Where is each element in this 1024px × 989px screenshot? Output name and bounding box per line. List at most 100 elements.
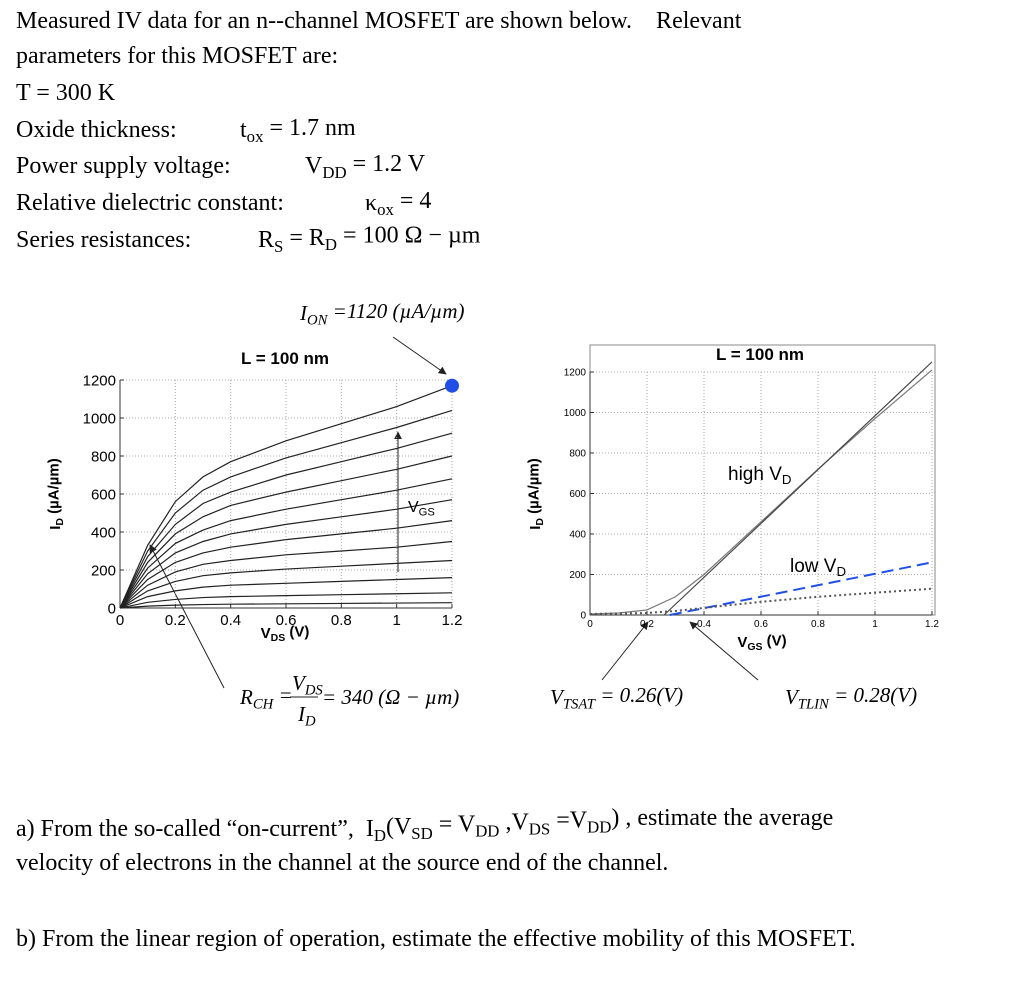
text-run: κ bbox=[365, 190, 377, 216]
subscript: TLIN bbox=[798, 696, 830, 712]
text-run: t bbox=[240, 117, 247, 143]
annotation: VDS bbox=[292, 671, 323, 698]
data-line bbox=[119, 592, 453, 609]
text-run: ,V bbox=[499, 810, 529, 836]
x-tick-label: 0.6 bbox=[276, 612, 297, 629]
x-tick-label: 1.2 bbox=[925, 619, 939, 630]
x-tick-label: 1 bbox=[872, 619, 878, 630]
data-line bbox=[589, 587, 933, 615]
text-run: = 0.26(V) bbox=[595, 683, 683, 707]
annotation: = 340 (Ω − µm) bbox=[322, 685, 459, 709]
data-line bbox=[119, 540, 453, 609]
question-line: velocity of electrons in the channel at … bbox=[16, 850, 668, 876]
text-run: = 1.2 V bbox=[347, 151, 426, 177]
subscript: D bbox=[374, 826, 386, 845]
subscript: GS bbox=[747, 641, 762, 653]
y-axis-label: ID (µA/µm) bbox=[46, 458, 67, 530]
annotation: low VD bbox=[790, 556, 846, 579]
data-line bbox=[119, 559, 453, 609]
text-run: T = 300 K bbox=[16, 80, 116, 106]
subscript: DS bbox=[529, 820, 550, 839]
x-tick-label: 0.8 bbox=[811, 619, 825, 630]
subscript: D bbox=[534, 518, 546, 526]
data-line bbox=[119, 409, 453, 609]
data-line bbox=[663, 361, 933, 616]
param-value: tox = 1.7 nm bbox=[240, 115, 356, 146]
arrow bbox=[689, 621, 759, 681]
text-run: I bbox=[47, 526, 64, 530]
text-run: =V bbox=[550, 807, 588, 833]
text-run: = bbox=[273, 683, 292, 707]
data-line bbox=[119, 499, 453, 609]
y-tick-label: 1000 bbox=[83, 410, 116, 427]
x-tick-label: 0.4 bbox=[220, 612, 241, 629]
data-line bbox=[119, 455, 453, 609]
param-value: κox = 4 bbox=[365, 188, 431, 219]
annotation: ION =1120 (µA/µm) bbox=[299, 299, 465, 328]
chart-title: L = 100 nm bbox=[716, 345, 804, 364]
text-run: a) From the so-called “on-current”, I bbox=[16, 816, 374, 842]
subscript: S bbox=[274, 237, 283, 256]
text-run: = V bbox=[433, 812, 476, 838]
y-tick-label: 200 bbox=[569, 570, 586, 581]
text-run: = 4 bbox=[394, 188, 432, 214]
text-run: (V) bbox=[285, 624, 309, 641]
x-tick-label: 0.6 bbox=[754, 619, 768, 630]
subscript: DS bbox=[271, 632, 286, 644]
data-line bbox=[589, 369, 933, 615]
subscript: DD bbox=[475, 822, 499, 841]
data-line bbox=[119, 385, 453, 609]
y-tick-label: 0 bbox=[580, 611, 586, 622]
y-tick-label: 0 bbox=[108, 600, 116, 617]
param-value: T = 300 K bbox=[16, 80, 116, 106]
param-name: Series resistances: bbox=[16, 227, 191, 253]
y-tick-label: 1200 bbox=[564, 368, 587, 379]
x-tick-label: 0.2 bbox=[640, 619, 654, 630]
x-tick-label: 0.2 bbox=[165, 612, 186, 629]
y-tick-label: 800 bbox=[91, 448, 116, 465]
text-run: parameters for this MOSFET are: bbox=[16, 43, 338, 69]
text-run: I bbox=[297, 702, 306, 726]
paragraph-line: parameters for this MOSFET are: bbox=[16, 43, 338, 69]
text-run: high V bbox=[728, 464, 782, 485]
question-line: b) From the linear region of operation, … bbox=[16, 926, 856, 952]
x-axis-label: VDS (V) bbox=[261, 624, 310, 645]
text-run: b) From the linear region of operation, … bbox=[16, 926, 856, 952]
x-tick-label: 1 bbox=[392, 612, 400, 629]
subscript: DD bbox=[587, 817, 611, 836]
text-run: V bbox=[261, 625, 271, 642]
annotation: ID bbox=[297, 702, 316, 729]
subscript: GS bbox=[419, 506, 435, 518]
y-tick-label: 1000 bbox=[564, 408, 587, 419]
text-run: V bbox=[737, 634, 747, 651]
subscript: D bbox=[836, 564, 846, 579]
y-tick-label: 400 bbox=[91, 524, 116, 541]
text-run: = 100 Ω − µm bbox=[337, 223, 481, 249]
subscript: D bbox=[54, 518, 66, 526]
text-run: = 340 (Ω − µm) bbox=[322, 685, 459, 709]
subscript: ox bbox=[247, 127, 264, 146]
subscript: TSAT bbox=[563, 696, 597, 712]
text-run: I bbox=[527, 526, 544, 530]
x-tick-label: 0.4 bbox=[697, 619, 711, 630]
subscript: ON bbox=[307, 312, 329, 328]
text-run: (µA/µm) bbox=[46, 458, 63, 518]
x-tick-label: 0 bbox=[587, 619, 593, 630]
on-current-point bbox=[445, 378, 459, 393]
text-run: V bbox=[550, 685, 565, 709]
text-run: (µA/µm) bbox=[526, 458, 543, 518]
text-run: R bbox=[239, 685, 253, 709]
data-line bbox=[119, 478, 453, 609]
text-run: (V) bbox=[763, 633, 787, 650]
y-tick-label: 400 bbox=[569, 530, 586, 541]
annotation: VTSAT = 0.26(V) bbox=[550, 683, 683, 712]
y-axis-label: ID (µA/µm) bbox=[526, 458, 547, 530]
text-run: V bbox=[785, 685, 800, 709]
subscript: SD bbox=[411, 824, 432, 843]
text-run: V bbox=[292, 671, 307, 695]
annotation: VTLIN = 0.28(V) bbox=[785, 683, 917, 712]
subscript: DD bbox=[322, 163, 346, 182]
